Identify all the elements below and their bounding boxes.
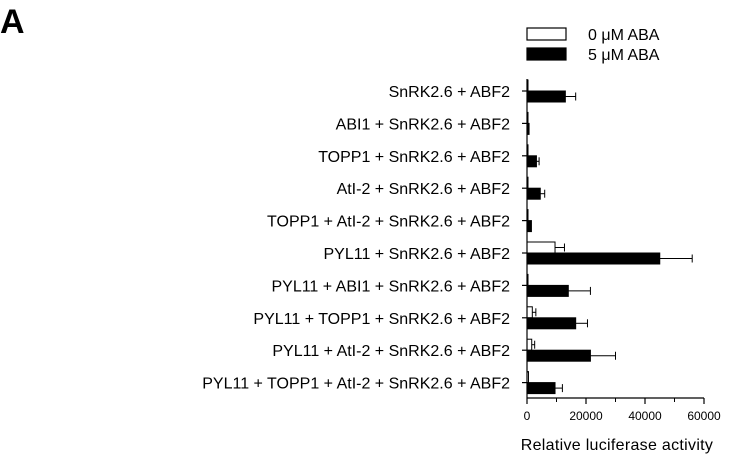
bar xyxy=(526,220,532,233)
category-label: AtI-2 + SnRK2.6 + ABF2 xyxy=(337,181,511,198)
legend-label: 0 μM ABA xyxy=(588,27,660,44)
bar xyxy=(526,187,541,200)
x-axis: 0 20000 40000 60000 xyxy=(522,79,721,423)
bar xyxy=(526,317,577,330)
legend-swatch xyxy=(526,47,567,61)
x-tick-label: 0 xyxy=(524,409,531,423)
category-label: TOPP1 + SnRK2.6 + ABF2 xyxy=(318,149,510,166)
bar xyxy=(526,284,569,297)
bar xyxy=(526,349,591,362)
category-labels: SnRK2.6 + ABF2 ABI1 + SnRK2.6 + ABF2 TOPP1… xyxy=(202,84,510,393)
legend-swatch xyxy=(526,27,567,41)
category-label: ABI1 + SnRK2.6 + ABF2 xyxy=(336,116,510,133)
category-label: PYL11 + SnRK2.6 + ABF2 xyxy=(324,246,511,263)
bar xyxy=(526,306,533,319)
legend: 0 μM ABA 5 μM ABA xyxy=(526,27,660,64)
x-tick-label: 40000 xyxy=(628,409,662,423)
bar xyxy=(526,338,533,351)
bar xyxy=(526,241,556,254)
category-label: PYL11 + TOPP1 + AtI-2 + SnRK2.6 + ABF2 xyxy=(202,376,510,393)
category-label: PYL11 + AtI-2 + SnRK2.6 + ABF2 xyxy=(272,343,510,360)
category-label: TOPP1 + AtI-2 + SnRK2.6 + ABF2 xyxy=(267,214,510,231)
x-axis-title: Relative luciferase activity xyxy=(521,437,713,454)
category-label: PYL11 + TOPP1 + SnRK2.6 + ABF2 xyxy=(253,311,510,328)
bar xyxy=(526,382,556,395)
panel-letter: A xyxy=(0,3,25,41)
bar xyxy=(526,155,537,168)
bar xyxy=(526,90,566,103)
category-label: SnRK2.6 + ABF2 xyxy=(389,84,511,101)
bar xyxy=(526,252,661,265)
category-label: PYL11 + ABI1 + SnRK2.6 + ABF2 xyxy=(271,278,510,295)
x-tick-label: 20000 xyxy=(569,409,603,423)
legend-label: 5 μM ABA xyxy=(588,47,660,64)
bars xyxy=(526,79,693,395)
x-tick-label: 60000 xyxy=(687,409,721,423)
